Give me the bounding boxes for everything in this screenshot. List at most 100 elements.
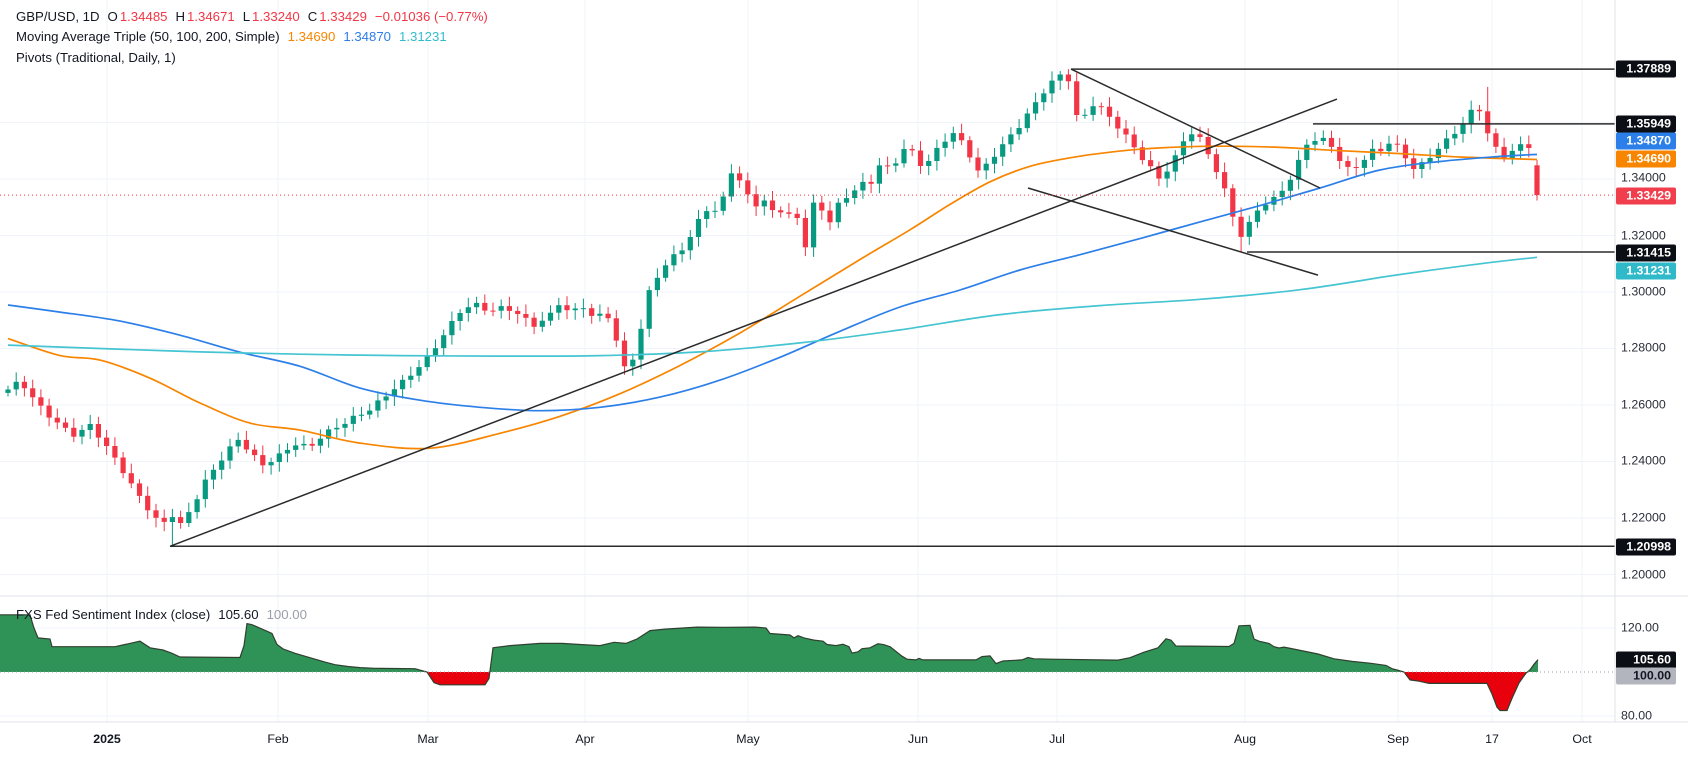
candle-body	[885, 165, 891, 167]
candle-body	[917, 150, 924, 166]
candle-body	[909, 149, 915, 151]
candle-body	[243, 439, 249, 450]
candle-body	[87, 424, 93, 430]
candle-body	[1287, 179, 1293, 191]
pivots-legend-row[interactable]: Pivots (Traditional, Daily, 1)	[16, 47, 496, 68]
candle-body	[260, 455, 266, 466]
candle-body	[276, 453, 282, 462]
candle-body	[1402, 144, 1409, 159]
candle-body	[654, 277, 660, 291]
candle-body	[1370, 148, 1376, 160]
candle-body	[219, 460, 225, 470]
candle-body	[120, 457, 126, 474]
sentiment-legend-row[interactable]: FXS Fed Sentiment Index (close) 105.60 1…	[16, 607, 315, 622]
candle-body	[506, 306, 512, 311]
candle-body	[194, 499, 200, 513]
candle-body	[317, 438, 323, 446]
price-axis-label: 1.20000	[1621, 567, 1666, 582]
candle-body	[1041, 93, 1047, 103]
candle-body	[326, 429, 332, 439]
candle-body	[62, 422, 69, 428]
candle-body	[983, 163, 989, 171]
candle-body	[860, 181, 866, 191]
time-axis-label: Aug	[1233, 732, 1257, 746]
candle-body	[679, 250, 685, 255]
candle-body	[252, 449, 258, 456]
candle-body	[1156, 166, 1162, 179]
candle-body	[21, 381, 27, 389]
price-badge: 1.37889	[1616, 60, 1676, 78]
candle-body	[186, 512, 192, 523]
sma50-line	[7, 145, 1538, 450]
candle-body	[391, 389, 397, 397]
candle-body	[268, 462, 274, 466]
candle-body	[1148, 160, 1154, 167]
candle-body	[227, 446, 233, 461]
indicator-legend: GBP/USD, 1D O 1.34485 H 1.34671 L 1.3324…	[16, 6, 496, 68]
candle-body	[1263, 204, 1269, 211]
close-value: 1.33429	[319, 8, 367, 24]
candle-body	[893, 163, 899, 166]
candle-body	[1065, 74, 1071, 82]
candle-body	[868, 181, 874, 184]
price-axis-label: 1.24000	[1621, 453, 1666, 468]
trendline	[1027, 187, 1319, 276]
ma-legend-row[interactable]: Moving Average Triple (50, 100, 200, Sim…	[16, 27, 496, 48]
symbol-legend-row[interactable]: GBP/USD, 1D O 1.34485 H 1.34671 L 1.3324…	[16, 6, 496, 27]
candle-body	[786, 212, 792, 214]
high-value: 1.34671	[187, 8, 235, 24]
candle-body	[79, 429, 85, 437]
sentiment-baseline-value: 100.00	[266, 607, 307, 622]
candle-body	[646, 290, 652, 329]
candle-body	[1534, 165, 1540, 196]
candle-body	[1090, 106, 1096, 115]
candle-body	[876, 165, 882, 184]
time-axis-label: 2025	[93, 732, 121, 746]
price-axis-label: 1.30000	[1621, 284, 1666, 299]
candle-body	[38, 397, 44, 406]
sentiment-area-positive	[0, 614, 1538, 672]
candle-body	[737, 173, 743, 181]
candle-body	[1246, 221, 1252, 237]
candle-body	[71, 427, 77, 437]
sentiment-last-value: 105.60	[218, 607, 259, 622]
candle-body	[934, 147, 940, 161]
price-badge: 1.33429	[1616, 187, 1676, 205]
open-value: 1.34485	[119, 8, 168, 24]
price-axis-label: 1.32000	[1621, 228, 1666, 243]
time-axis-label: Jul	[1049, 732, 1065, 746]
candle-body	[1024, 113, 1030, 129]
candle-body	[301, 443, 307, 446]
candle-body	[498, 306, 504, 311]
ma200-value: 1.31231	[399, 29, 447, 45]
candle-body	[1320, 137, 1326, 141]
candle-body	[671, 254, 677, 266]
candle-body	[769, 200, 776, 211]
price-axis-label: 1.28000	[1621, 340, 1666, 355]
candle-body	[95, 424, 101, 438]
candle-body	[621, 340, 628, 367]
candle-body	[350, 415, 356, 424]
candle-body	[169, 517, 175, 522]
candle-body	[556, 305, 562, 313]
candle-body	[1123, 128, 1129, 135]
candle-body	[712, 210, 718, 212]
candle-body	[663, 265, 669, 278]
time-axis-label: Oct	[1572, 732, 1592, 746]
candle-body	[728, 173, 734, 197]
candle-body	[1279, 190, 1285, 197]
candle-body	[753, 194, 759, 207]
candle-body	[112, 446, 118, 458]
price-badge: 1.20998	[1616, 538, 1676, 556]
candle-body	[482, 302, 488, 311]
open-label: O	[107, 8, 118, 24]
candle-body	[991, 156, 998, 164]
candle-body	[1057, 74, 1063, 81]
candle-body	[572, 308, 578, 311]
candle-body	[835, 202, 841, 223]
